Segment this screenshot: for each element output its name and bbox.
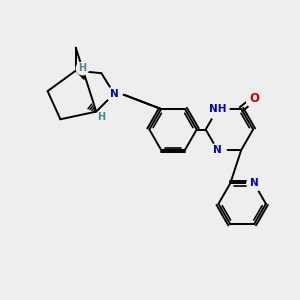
Text: H: H [97, 112, 105, 122]
Text: O: O [249, 92, 259, 105]
Text: N: N [213, 145, 222, 155]
Text: N: N [110, 89, 118, 99]
Polygon shape [76, 70, 85, 79]
Text: N: N [250, 178, 258, 188]
Text: H: H [78, 63, 86, 73]
Text: NH: NH [209, 104, 226, 114]
